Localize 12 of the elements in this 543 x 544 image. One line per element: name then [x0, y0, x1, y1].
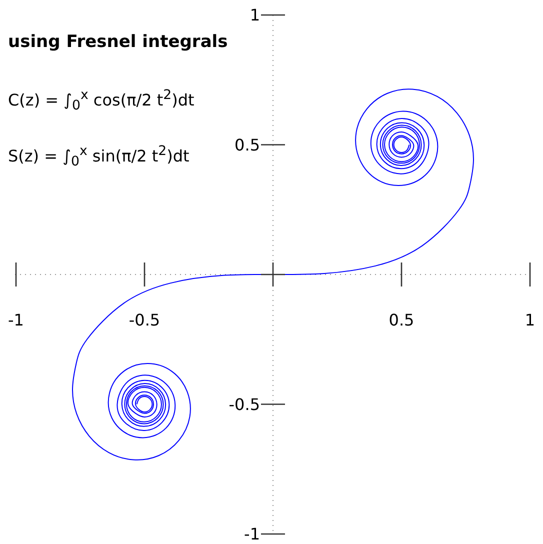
- x-tick-label: 1: [524, 310, 536, 330]
- annotation: S(z) = ∫$_{0}$$^{x}$ sin(π/2 t$^{2}$)dt: [8, 144, 190, 170]
- y-tick-label: -0.5: [228, 394, 260, 414]
- y-tick-label: 0.5: [234, 135, 260, 154]
- y-tick-label: 1: [250, 6, 260, 25]
- y-tick-label: -1: [244, 524, 260, 544]
- line-series: [72, 88, 474, 460]
- text: using Fresnel integrals: [8, 32, 228, 52]
- annotation: C(z) = ∫$_{0}$$^{x}$ cos(π/2 t$^{2}$)dt: [8, 88, 194, 114]
- x-tick-label: -1: [8, 310, 24, 330]
- x-tick-label: -0.5: [128, 310, 160, 330]
- x-tick-label: 0.5: [388, 310, 414, 330]
